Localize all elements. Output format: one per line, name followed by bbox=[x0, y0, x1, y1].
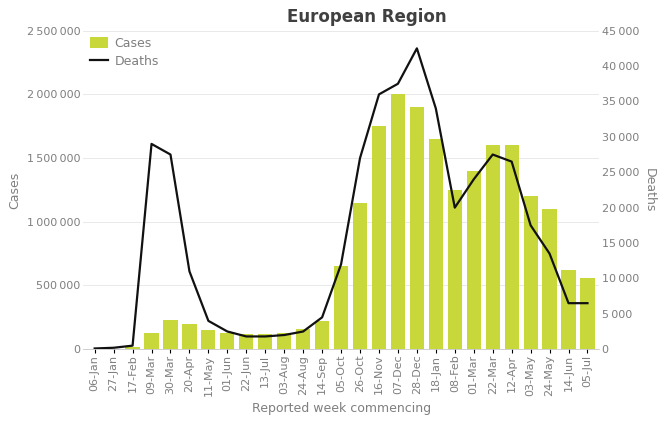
Deaths bbox=[167, 152, 175, 157]
Bar bbox=[201, 330, 216, 349]
Deaths bbox=[489, 152, 497, 157]
Bar bbox=[258, 334, 272, 349]
Bar bbox=[391, 94, 405, 349]
Deaths bbox=[413, 46, 421, 51]
Bar bbox=[410, 107, 424, 349]
Deaths bbox=[394, 81, 402, 86]
Deaths bbox=[185, 269, 193, 274]
Bar bbox=[542, 209, 556, 349]
Deaths bbox=[584, 301, 592, 306]
Bar bbox=[505, 146, 519, 349]
Deaths bbox=[508, 159, 516, 164]
Bar bbox=[562, 270, 576, 349]
Deaths bbox=[469, 177, 477, 182]
Deaths bbox=[356, 156, 364, 161]
Bar bbox=[163, 320, 177, 349]
Deaths bbox=[91, 346, 99, 351]
Deaths bbox=[205, 319, 212, 324]
Bar bbox=[125, 347, 139, 349]
Line: Deaths: Deaths bbox=[95, 48, 588, 349]
Deaths bbox=[432, 106, 440, 111]
Deaths bbox=[261, 334, 269, 339]
Bar bbox=[353, 203, 367, 349]
Deaths bbox=[110, 345, 118, 350]
Bar bbox=[485, 146, 500, 349]
Title: European Region: European Region bbox=[287, 8, 447, 26]
Bar bbox=[315, 321, 329, 349]
Deaths bbox=[280, 332, 288, 338]
Bar bbox=[448, 190, 462, 349]
Deaths bbox=[242, 334, 250, 339]
Deaths bbox=[147, 141, 155, 146]
Deaths bbox=[527, 223, 535, 228]
Y-axis label: Deaths: Deaths bbox=[643, 168, 655, 212]
Bar bbox=[277, 332, 291, 349]
Bar bbox=[429, 139, 443, 349]
Bar bbox=[580, 278, 594, 349]
X-axis label: Reported week commencing: Reported week commencing bbox=[252, 402, 431, 415]
Deaths bbox=[337, 262, 345, 267]
Deaths bbox=[223, 329, 231, 334]
Bar bbox=[467, 171, 481, 349]
Bar bbox=[296, 329, 310, 349]
Bar bbox=[183, 324, 197, 349]
Deaths bbox=[564, 301, 572, 306]
Deaths bbox=[318, 315, 326, 320]
Legend: Cases, Deaths: Cases, Deaths bbox=[90, 37, 159, 68]
Bar bbox=[523, 196, 538, 349]
Deaths bbox=[375, 92, 383, 97]
Deaths bbox=[299, 329, 307, 334]
Bar bbox=[144, 332, 159, 349]
Bar bbox=[239, 334, 254, 349]
Bar bbox=[334, 266, 348, 349]
Deaths bbox=[546, 251, 554, 256]
Deaths bbox=[451, 205, 459, 210]
Bar bbox=[220, 332, 234, 349]
Deaths bbox=[129, 343, 137, 348]
Y-axis label: Cases: Cases bbox=[9, 171, 21, 209]
Bar bbox=[372, 126, 386, 349]
